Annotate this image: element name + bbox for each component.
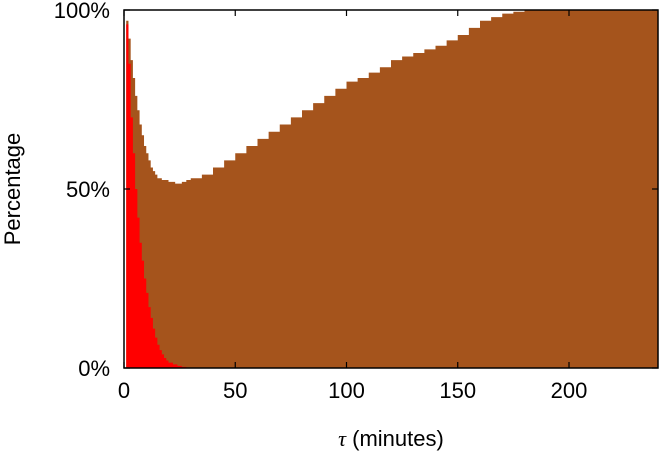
series-layer xyxy=(124,10,658,368)
x-tick-label: 100 xyxy=(328,378,365,403)
y-tick-label: 0% xyxy=(78,356,110,381)
x-axis-label: τ (minutes) xyxy=(338,426,444,451)
x-tick-label: 0 xyxy=(118,378,130,403)
x-tick-label: 200 xyxy=(551,378,588,403)
series-area-1 xyxy=(124,24,191,368)
x-tick-label: 50 xyxy=(223,378,247,403)
y-axis-label: Percentage xyxy=(0,133,25,246)
x-tick-label: 150 xyxy=(439,378,476,403)
tick-layer: 0 50 100 150 200 0% 50% 100% xyxy=(54,0,658,403)
x-axis-symbol: τ xyxy=(338,426,347,451)
y-tick-label: 100% xyxy=(54,0,110,23)
y-tick-label: 50% xyxy=(66,177,110,202)
series-area-0 xyxy=(124,10,658,368)
x-axis-label-text: (minutes) xyxy=(346,426,444,451)
